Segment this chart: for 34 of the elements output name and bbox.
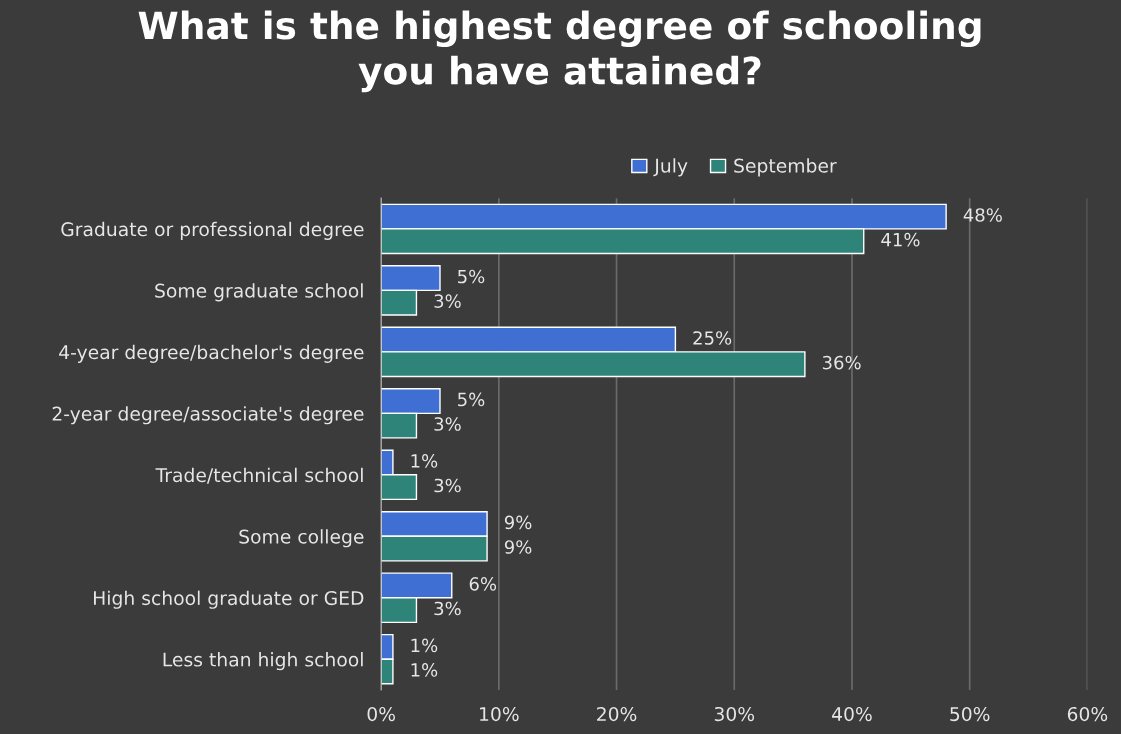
data-label: 6%	[469, 577, 497, 591]
data-label: 5%	[458, 392, 485, 407]
x-tick-label: 30%	[714, 706, 755, 722]
x-tick-label: 10%	[480, 706, 519, 722]
data-label: 1%	[411, 454, 438, 468]
x-tick-label: 40%	[832, 706, 872, 722]
y-tick-label: High school graduate or GED	[94, 590, 364, 609]
y-tick-label: 2-year degree/associate's degree	[52, 406, 364, 425]
legend-label: July	[653, 158, 688, 177]
y-tick-label: Less than high school	[163, 652, 363, 671]
data-label: 41%	[881, 232, 920, 247]
y-tick-label: Some graduate school	[155, 283, 363, 302]
data-label: 9%	[504, 540, 532, 554]
chart-title: What is the highest degree of schooling you have attained?	[138, 10, 981, 93]
y-tick-label: Some college	[239, 529, 364, 548]
data-label: 1%	[411, 638, 438, 653]
y-tick-label: 4-year degree/bachelor's degree	[59, 344, 364, 363]
x-tick-label: 50%	[950, 706, 990, 722]
y-tick-label: Graduate or professional degree	[61, 221, 364, 240]
data-label: 48%	[963, 208, 1002, 222]
data-label: 3%	[434, 601, 461, 616]
legend-label: September	[734, 158, 837, 177]
data-label: 25%	[693, 331, 732, 345]
x-tick-label: 20%	[597, 706, 637, 722]
x-tick-label: 0%	[367, 706, 395, 722]
data-label: 3%	[434, 478, 461, 493]
data-label: 3%	[434, 294, 461, 308]
data-label: 36%	[822, 355, 861, 370]
data-label: 3%	[434, 417, 461, 431]
y-tick-label: Trade/technical school	[155, 467, 363, 484]
x-tick-label: 60%	[1067, 706, 1108, 722]
data-label: 5%	[458, 269, 485, 284]
data-label: 9%	[504, 515, 532, 530]
data-label: 1%	[411, 663, 438, 677]
